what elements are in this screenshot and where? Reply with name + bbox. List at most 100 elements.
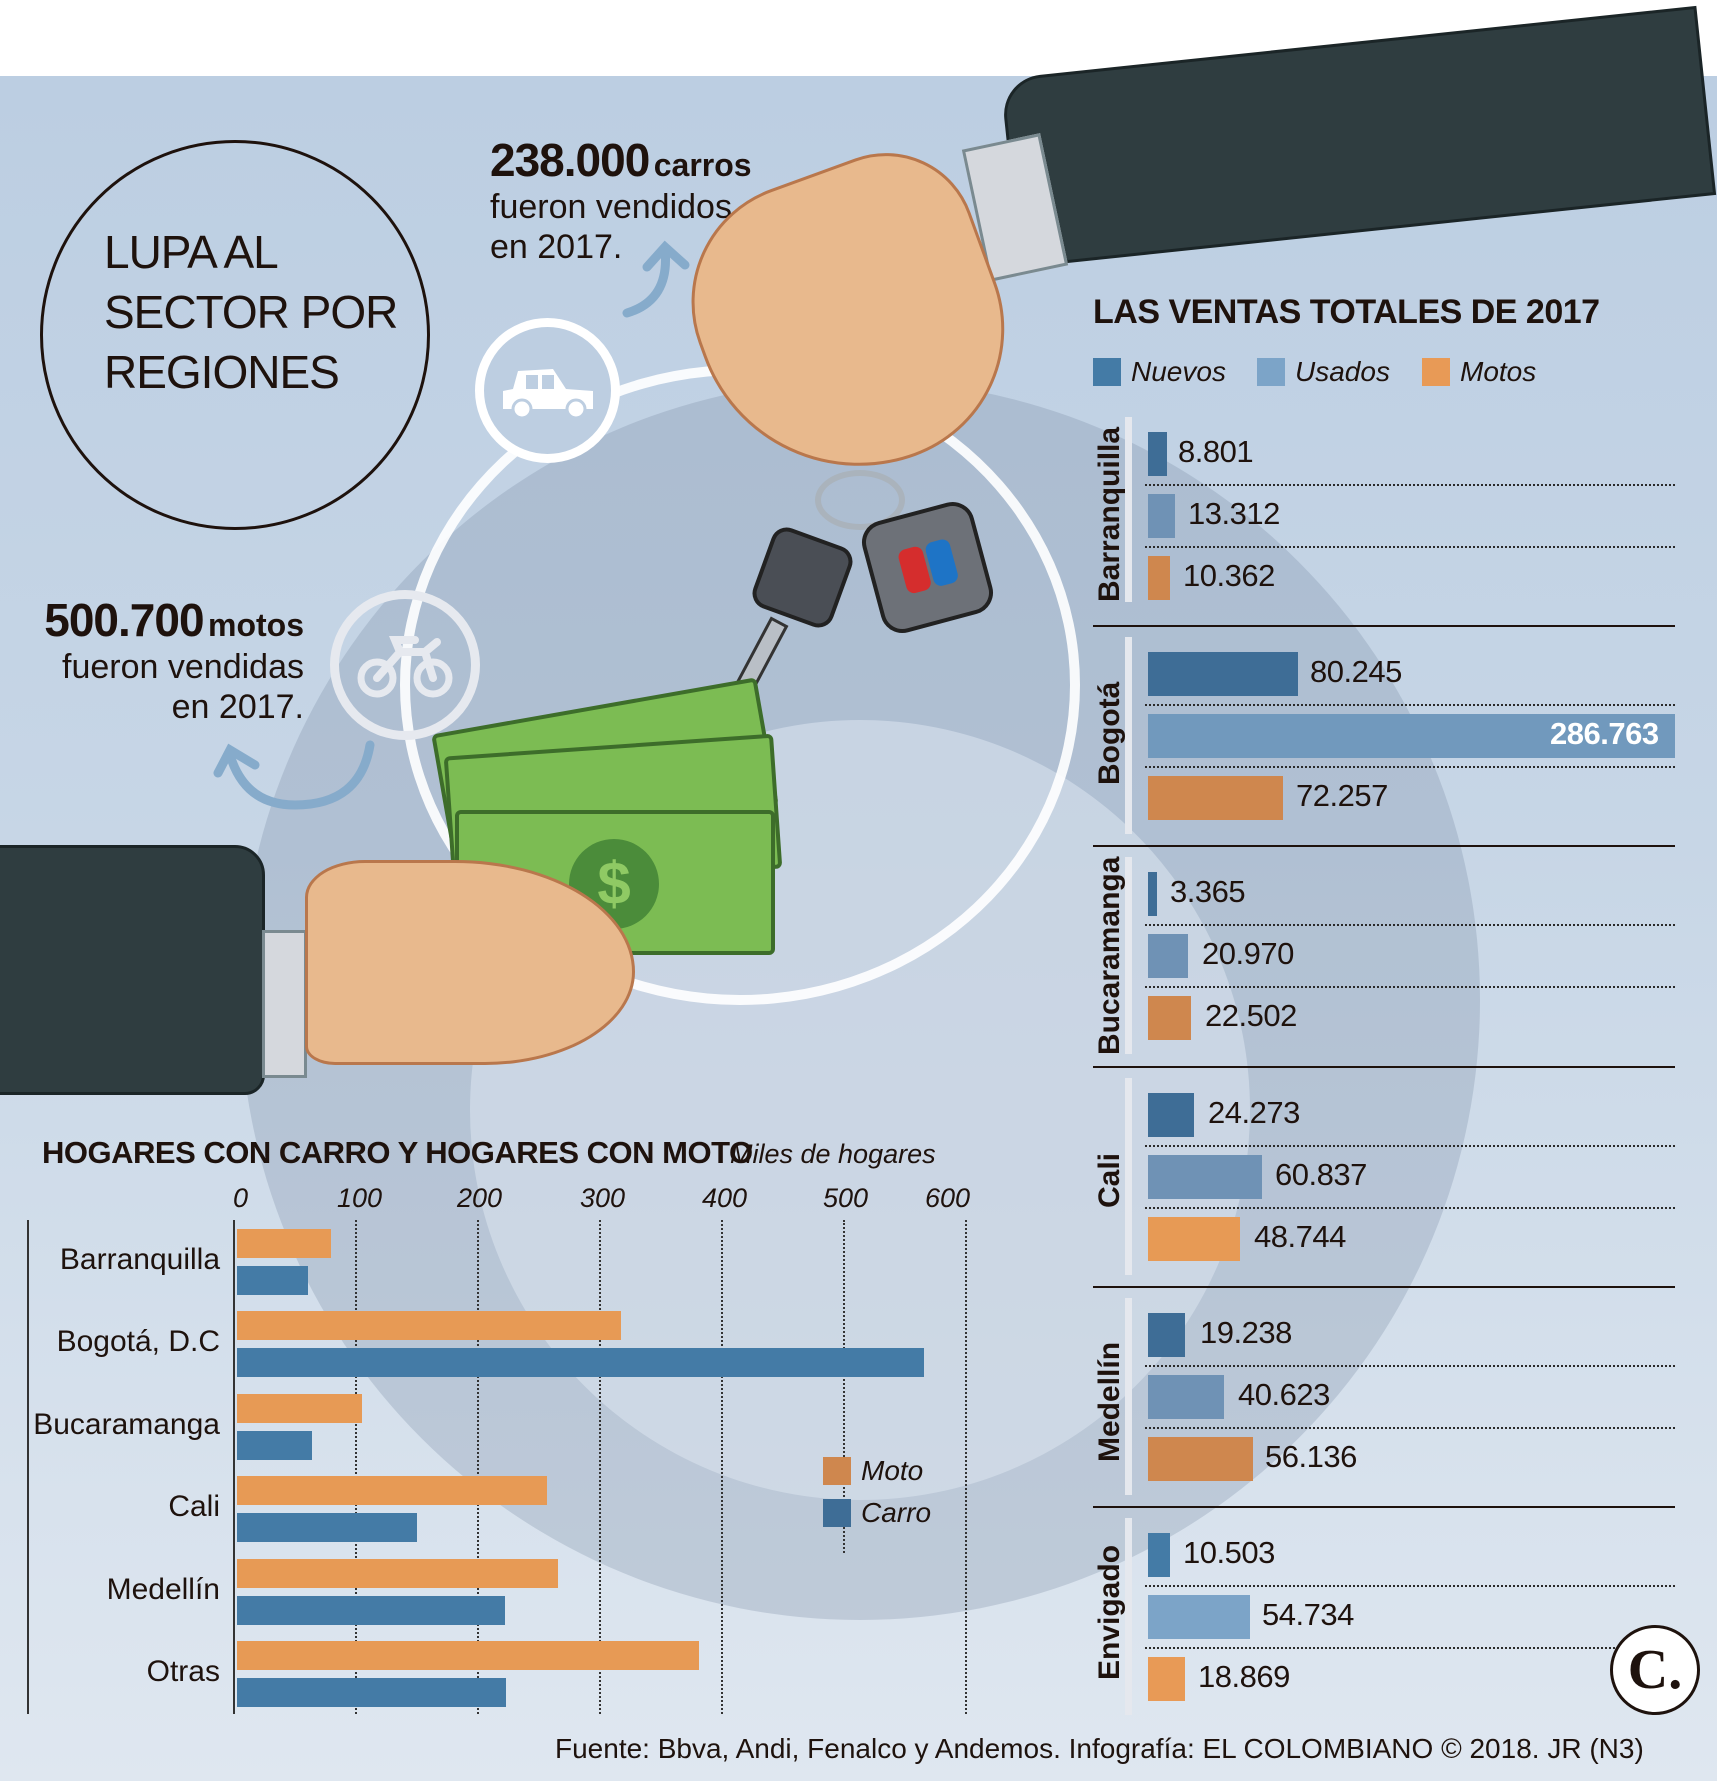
bar-motos (1148, 1437, 1253, 1481)
value-label-inside: 286.763 (1550, 716, 1659, 751)
value-label: 24.273 (1208, 1095, 1300, 1130)
x-tick: 100 (337, 1183, 383, 1213)
x-tick: 200 (457, 1183, 503, 1213)
grid-line (355, 1220, 357, 1714)
value-label: 80.245 (1310, 654, 1402, 689)
value-label: 22.502 (1205, 998, 1297, 1033)
bar-moto (237, 1641, 699, 1670)
value-label: 72.257 (1296, 778, 1388, 813)
bar-usados (1148, 714, 1675, 758)
bar-usados (1148, 1375, 1224, 1419)
motos-unit: motos (208, 607, 304, 643)
region-separator (1093, 1286, 1675, 1288)
region-axis (1125, 417, 1132, 602)
region-label-bucaramanga: Bucaramanga (1093, 856, 1126, 1055)
motos-number: 500.700 (44, 594, 204, 646)
car-icon (502, 368, 593, 419)
bar-carro (237, 1348, 924, 1377)
left-border-line (27, 1220, 29, 1714)
row-divider (1145, 986, 1675, 988)
bar-usados (1148, 1155, 1262, 1199)
region-axis (1125, 1078, 1132, 1275)
region-separator (1093, 1506, 1675, 1508)
legend-label-carro: Carro (861, 1497, 932, 1528)
bar-motos (1148, 1657, 1185, 1701)
category-label: Otras (146, 1655, 220, 1688)
value-label: 3.365 (1170, 874, 1246, 909)
legend-label-moto: Moto (861, 1455, 924, 1486)
curved-arrow-icon (213, 740, 375, 810)
bar-motos (1148, 776, 1283, 820)
title-circle (40, 140, 430, 530)
grid-line (477, 1220, 479, 1714)
grid-line (721, 1220, 723, 1714)
region-separator (1093, 845, 1675, 847)
moto-icon-circle (330, 590, 480, 740)
bar-moto (237, 1311, 621, 1340)
bar-motos (1148, 556, 1170, 600)
grid-line (843, 1220, 845, 1553)
page-title: LUPA AL SECTOR POR REGIONES (104, 222, 398, 402)
motorcycle-icon (357, 636, 453, 698)
bar-carro (237, 1266, 308, 1295)
region-label-barranquilla: Barranquilla (1093, 426, 1126, 602)
bar-nuevos (1148, 872, 1157, 916)
legend-label-usados: Usados (1295, 356, 1390, 387)
value-label: 54.734 (1262, 1597, 1354, 1632)
title-line-1: LUPA AL (104, 226, 279, 278)
bar-moto (237, 1229, 331, 1258)
value-label: 48.744 (1254, 1219, 1346, 1254)
legend-usados: Usados (1257, 356, 1390, 388)
x-tick: 0 (233, 1183, 249, 1213)
hogares-chart-title: HOGARES CON CARRO Y HOGARES CON MOTO (42, 1135, 753, 1170)
value-label: 8.801 (1178, 434, 1254, 469)
el-colombiano-logo: C. (1610, 1625, 1700, 1715)
value-label: 20.970 (1202, 936, 1294, 971)
value-label: 56.136 (1265, 1439, 1357, 1474)
legend-motos: Motos (1422, 356, 1536, 388)
cars-number: 238.000 (490, 134, 650, 186)
curved-arrow-icon (622, 240, 690, 318)
legend-label-motos: Motos (1460, 356, 1537, 387)
value-label: 19.238 (1200, 1315, 1292, 1350)
row-divider (1145, 484, 1675, 486)
cars-unit: carros (653, 147, 752, 183)
category-label: Bogotá, D.C (56, 1325, 220, 1358)
row-divider (1145, 1427, 1675, 1429)
cars-line2: en 2017. (490, 228, 623, 266)
region-label-envigado: Envigado (1093, 1544, 1126, 1680)
legend-carro: Carro (823, 1497, 931, 1529)
motos-stat: 500.700 motos fueron vendidas en 2017. (32, 593, 304, 727)
category-label: Bucaramanga (33, 1408, 220, 1441)
region-axis (1125, 857, 1132, 1054)
source-footer: Fuente: Bbva, Andi, Fenalco y Andemos. I… (555, 1733, 1644, 1764)
value-label: 10.362 (1183, 558, 1275, 593)
region-axis (1125, 637, 1132, 834)
value-label: 13.312 (1188, 496, 1280, 531)
value-label: 40.623 (1238, 1377, 1330, 1412)
bar-motos (1148, 996, 1191, 1040)
bar-usados (1148, 934, 1188, 978)
hogares-chart-subtitle: Miles de hogares (730, 1139, 936, 1169)
legend-swatch-motos (1422, 358, 1450, 386)
row-divider (1145, 1585, 1675, 1587)
cuff-bottom (262, 930, 307, 1078)
value-label: 60.837 (1275, 1157, 1367, 1192)
bar-nuevos (1148, 432, 1167, 476)
hand-bottom (305, 860, 635, 1065)
bar-moto (237, 1394, 362, 1423)
bar-nuevos (1148, 1533, 1170, 1577)
row-divider (1145, 1647, 1675, 1649)
category-label: Barranquilla (59, 1243, 220, 1276)
row-divider (1145, 1145, 1675, 1147)
legend-nuevos: Nuevos (1093, 356, 1226, 388)
legend-swatch-usados (1257, 358, 1285, 386)
bar-usados (1148, 1595, 1250, 1639)
region-separator (1093, 625, 1675, 627)
row-divider (1145, 546, 1675, 548)
category-label: Cali (168, 1490, 220, 1523)
bar-usados (1148, 494, 1175, 538)
grid-line (965, 1220, 967, 1714)
x-tick: 500 (823, 1183, 869, 1213)
bar-moto (237, 1559, 558, 1588)
